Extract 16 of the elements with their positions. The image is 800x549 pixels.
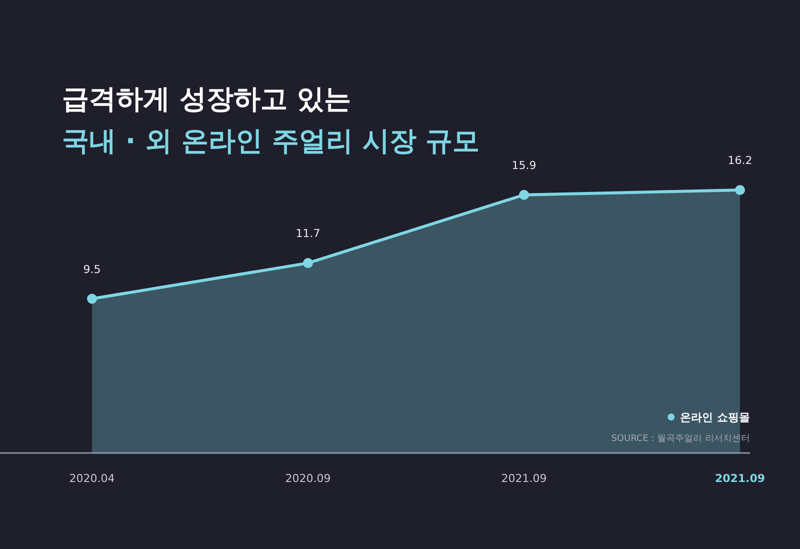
data-label: 9.5	[83, 262, 101, 276]
data-label: 11.7	[296, 227, 320, 240]
x-tick-label: 2020.09	[285, 472, 331, 485]
point	[303, 258, 313, 268]
point	[735, 185, 745, 195]
legend-label: 온라인 쇼핑몰	[680, 411, 750, 424]
x-tick-label: 2021.09	[501, 472, 547, 485]
annotation: SOURCE : 월곡주얼리 리서치센터	[611, 434, 750, 444]
chart-subtitle: 국내 · 외 온라인 주얼리 시장 규모	[62, 126, 480, 157]
chart-title: 급격하게 성장하고 있는	[62, 84, 351, 115]
x-tick-label: 2021.09	[714, 472, 766, 485]
point	[519, 190, 529, 200]
data-label: 15.9	[512, 158, 536, 172]
data-label: 16.2	[728, 154, 752, 167]
x-tick-label: 2020.04	[69, 472, 115, 485]
point	[87, 294, 97, 304]
